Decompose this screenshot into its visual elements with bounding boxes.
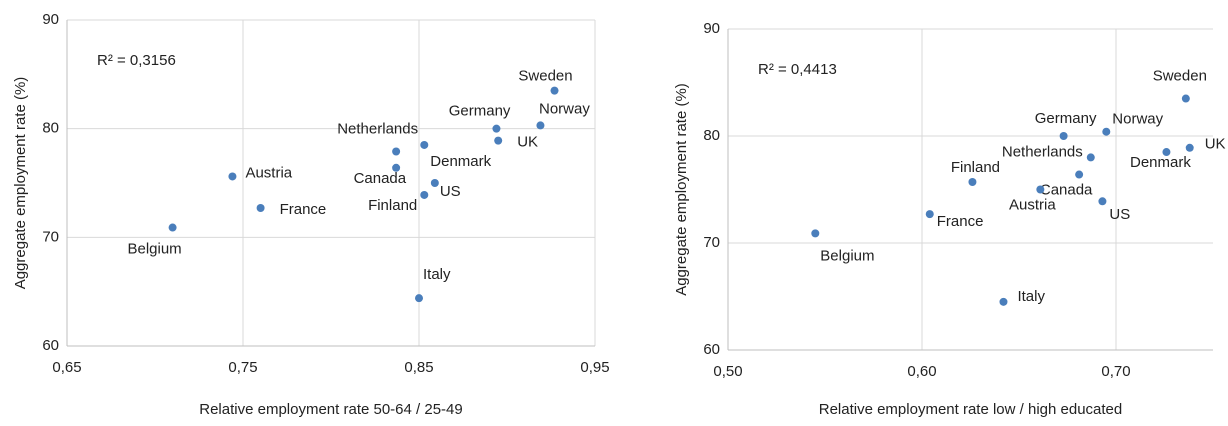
point-label: US xyxy=(440,183,461,200)
x-tick-label: 0,50 xyxy=(713,363,742,380)
point-label: Finland xyxy=(368,197,417,214)
annotation: R² = 0,4413 xyxy=(758,61,837,78)
point-label: Norway xyxy=(1112,111,1163,128)
point xyxy=(1102,127,1111,136)
point-label: UK xyxy=(1205,136,1226,153)
point-label: Italy xyxy=(423,266,451,283)
point-label: Denmark xyxy=(1130,154,1191,171)
point-label: UK xyxy=(517,134,538,151)
point-label: Italy xyxy=(1017,288,1045,305)
point xyxy=(536,121,545,130)
point xyxy=(1086,153,1095,162)
point xyxy=(968,178,977,187)
point-label: Germany xyxy=(449,103,511,120)
y-tick-label: 80 xyxy=(703,127,720,144)
point xyxy=(168,223,177,232)
point-label: Canada xyxy=(1040,181,1093,198)
y-axis-label: Aggregate employment rate (%) xyxy=(12,77,29,290)
y-tick-label: 70 xyxy=(42,228,59,245)
point xyxy=(392,147,401,156)
x-tick-label: 0,70 xyxy=(1101,363,1130,380)
point-label: Austria xyxy=(1009,196,1056,213)
point-label: Norway xyxy=(539,100,590,117)
point xyxy=(1075,170,1084,179)
point xyxy=(999,297,1008,306)
point xyxy=(811,229,820,238)
point xyxy=(228,172,237,181)
point-label: Austria xyxy=(245,164,292,181)
point xyxy=(430,179,439,187)
point-label: Sweden xyxy=(1153,68,1207,85)
y-tick-label: 90 xyxy=(42,11,59,28)
x-tick-label: 0,95 xyxy=(580,359,609,376)
x-axis-label: Relative employment rate 50-64 / 25-49 xyxy=(199,401,462,418)
point-label: Sweden xyxy=(518,68,572,85)
point xyxy=(550,86,559,95)
x-tick-label: 0,65 xyxy=(52,359,81,376)
point-label: Finland xyxy=(951,159,1000,176)
point-label: Canada xyxy=(354,170,407,187)
point xyxy=(415,294,423,303)
y-tick-label: 70 xyxy=(703,234,720,251)
point xyxy=(420,190,429,199)
y-tick-label: 60 xyxy=(42,337,59,354)
point-label: France xyxy=(280,201,327,218)
point xyxy=(1098,197,1107,206)
point-label: Denmark xyxy=(430,153,491,170)
x-tick-label: 0,60 xyxy=(907,363,936,380)
point-label: Germany xyxy=(1035,110,1097,127)
point xyxy=(1059,132,1068,140)
point xyxy=(1185,143,1194,152)
point xyxy=(494,136,503,145)
x-tick-label: 0,85 xyxy=(404,359,433,376)
point-label: Belgium xyxy=(820,247,874,264)
point xyxy=(256,203,265,212)
x-tick-label: 0,75 xyxy=(228,359,257,376)
point-label: Netherlands xyxy=(337,120,418,137)
x-axis-label: Relative employment rate low / high educ… xyxy=(819,401,1123,418)
point-label: Netherlands xyxy=(1002,143,1083,160)
point xyxy=(1181,94,1190,103)
point xyxy=(925,210,934,219)
point xyxy=(1162,148,1171,157)
point xyxy=(392,163,401,172)
annotation: R² = 0,3156 xyxy=(97,52,176,69)
y-tick-label: 90 xyxy=(703,20,720,37)
point-label: US xyxy=(1109,206,1130,223)
point-label: Belgium xyxy=(127,241,181,258)
y-tick-label: 60 xyxy=(703,341,720,358)
point xyxy=(1036,185,1045,194)
y-tick-label: 80 xyxy=(42,120,59,137)
point-label: France xyxy=(937,213,984,230)
point xyxy=(420,140,429,149)
y-axis-label: Aggregate employment rate (%) xyxy=(673,83,690,296)
point xyxy=(492,124,501,133)
